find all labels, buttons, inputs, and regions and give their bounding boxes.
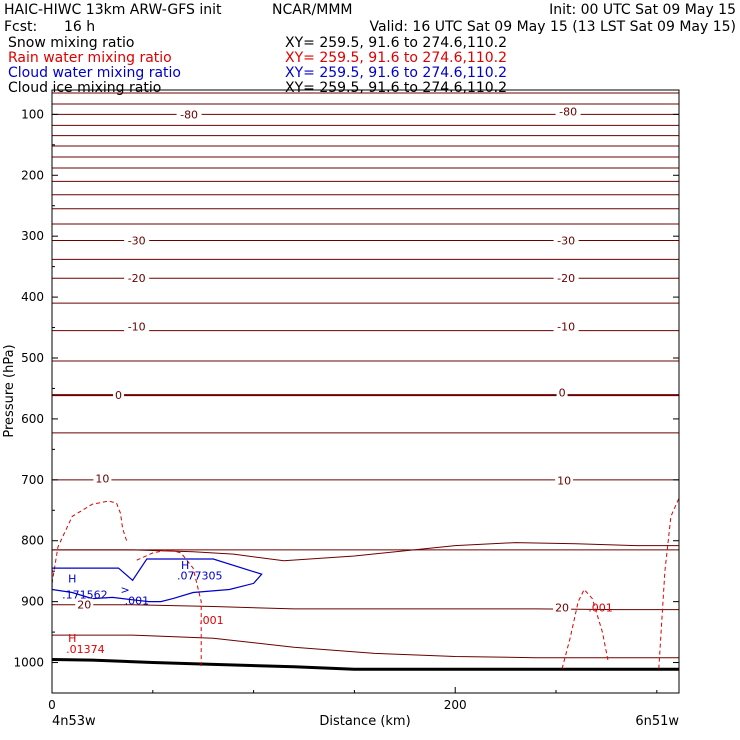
y-tick-label-3: 400 bbox=[21, 290, 44, 304]
isotherm-label-0: -80 bbox=[180, 108, 198, 121]
y-tick-label-2: 300 bbox=[21, 229, 44, 243]
annotation-2: > bbox=[121, 583, 130, 596]
terrain-line bbox=[52, 658, 679, 671]
x-tick-label-0: 0 bbox=[48, 698, 56, 712]
isotherm-label-bg-8 bbox=[113, 389, 125, 402]
field-name-cloud-ice: Cloud ice mixing ratio bbox=[8, 80, 161, 96]
isotherm-label-bg-6 bbox=[124, 320, 150, 333]
annotation-3: .001 bbox=[125, 594, 150, 607]
rain-contour-2 bbox=[561, 588, 609, 669]
isotherm-label-7: -10 bbox=[557, 320, 575, 333]
contour-labels: -80 -80 -30 -30 -20 -20 -10 -10 0 0 10 10 20 20 H .1715… bbox=[62, 105, 613, 656]
isotherm-label-bg-10 bbox=[93, 472, 112, 485]
isotherm-label-bg-9 bbox=[556, 386, 568, 399]
field-xy-snow: XY= 259.5, 91.6 to 274.6,110.2 bbox=[285, 35, 507, 51]
field-name-rain: Rain water mixing ratio bbox=[8, 50, 172, 66]
annotation-6: .001 bbox=[199, 614, 224, 627]
isotherm-label-bg-7 bbox=[553, 320, 579, 333]
field-name-cloud-water: Cloud water mixing ratio bbox=[8, 65, 181, 81]
isotherm-label-12: 20 bbox=[77, 599, 91, 612]
init-time: Init: 00 UTC Sat 09 May 15 bbox=[549, 2, 736, 18]
annotation-0: H bbox=[68, 572, 76, 585]
field-name-snow: Snow mixing ratio bbox=[8, 35, 134, 51]
isotherm-label-2: -30 bbox=[128, 234, 146, 247]
annotation-5: .077305 bbox=[177, 569, 223, 582]
isotherm-label-11: 10 bbox=[557, 474, 571, 487]
org-label: NCAR/MMM bbox=[272, 2, 353, 18]
annotation-9: .001 bbox=[588, 602, 613, 615]
isotherm-label-bg-13 bbox=[553, 601, 572, 614]
rain-contour-1 bbox=[136, 549, 202, 669]
isotherm-label-13: 20 bbox=[555, 602, 569, 615]
y-tick-label-1: 200 bbox=[21, 168, 44, 182]
field-legend: Snow mixing ratio XY= 259.5, 91.6 to 274… bbox=[8, 35, 507, 96]
left-endpoint-label: 4n53w bbox=[52, 714, 96, 729]
isotherm-label-bg-0 bbox=[176, 108, 202, 121]
isotherm-label-5: -20 bbox=[557, 272, 575, 285]
isotherm-label-bg-4 bbox=[124, 272, 150, 285]
rain-contour-0 bbox=[52, 500, 128, 584]
annotation-4: H bbox=[181, 559, 189, 572]
model-title: HAIC-HIWC 13km ARW-GFS init bbox=[4, 2, 222, 18]
plot-frame bbox=[51, 89, 680, 694]
y-tick-label-0: 100 bbox=[21, 107, 44, 121]
rain-contour-3 bbox=[658, 497, 679, 669]
y-tick-label-6: 700 bbox=[21, 473, 44, 487]
right-endpoint-label: 6n51w bbox=[635, 714, 679, 729]
isotherm-label-10: 10 bbox=[95, 473, 109, 486]
cloud-water-contour bbox=[52, 558, 263, 603]
annotation-7: H bbox=[68, 632, 76, 645]
isotherm-near-surface-0 bbox=[52, 604, 679, 611]
y-axis-label: Pressure (hPa) bbox=[2, 344, 17, 437]
field-xy-cloud-ice: XY= 259.5, 91.6 to 274.6,110.2 bbox=[285, 80, 507, 96]
isotherm-label-6: -10 bbox=[128, 320, 146, 333]
isotherm-label-bg-3 bbox=[553, 234, 579, 247]
isotherm-near-surface-1 bbox=[52, 634, 679, 659]
isotherm-label-bg-11 bbox=[555, 474, 574, 487]
y-tick-label-5: 600 bbox=[21, 412, 44, 426]
isotherm-label-9: 0 bbox=[559, 387, 566, 400]
isotherm-label-bg-2 bbox=[124, 234, 150, 247]
plot-area bbox=[52, 92, 679, 671]
annotation-8: .01374 bbox=[66, 643, 105, 656]
fcst-value: 16 h bbox=[64, 19, 95, 35]
x-axis-label: Distance (km) bbox=[319, 714, 410, 729]
y-tick-label-7: 800 bbox=[21, 534, 44, 548]
annotation-1: .171562 bbox=[62, 588, 107, 601]
isotherm-label-1: -80 bbox=[559, 105, 577, 118]
isotherm-label-bg-1 bbox=[555, 105, 581, 118]
isotherm-label-4: -20 bbox=[128, 272, 146, 285]
y-tick-label-4: 500 bbox=[21, 351, 44, 365]
y-tick-label-8: 900 bbox=[21, 595, 44, 609]
field-xy-cloud-water: XY= 259.5, 91.6 to 274.6,110.2 bbox=[285, 65, 507, 81]
field-xy-rain: XY= 259.5, 91.6 to 274.6,110.2 bbox=[285, 50, 507, 66]
isotherm-label-8: 0 bbox=[115, 389, 122, 402]
y-tick-label-9: 1000 bbox=[13, 656, 44, 670]
isotherm-warm-curve bbox=[52, 542, 679, 562]
fcst-label: Fcst: bbox=[4, 19, 37, 35]
isotherm-label-bg-5 bbox=[553, 272, 579, 285]
valid-time: Valid: 16 UTC Sat 09 May 15 (13 LST Sat … bbox=[370, 19, 736, 35]
isotherm-label-bg-12 bbox=[75, 598, 94, 611]
isotherm-label-3: -30 bbox=[557, 234, 575, 247]
x-tick-label-1: 200 bbox=[444, 698, 467, 712]
